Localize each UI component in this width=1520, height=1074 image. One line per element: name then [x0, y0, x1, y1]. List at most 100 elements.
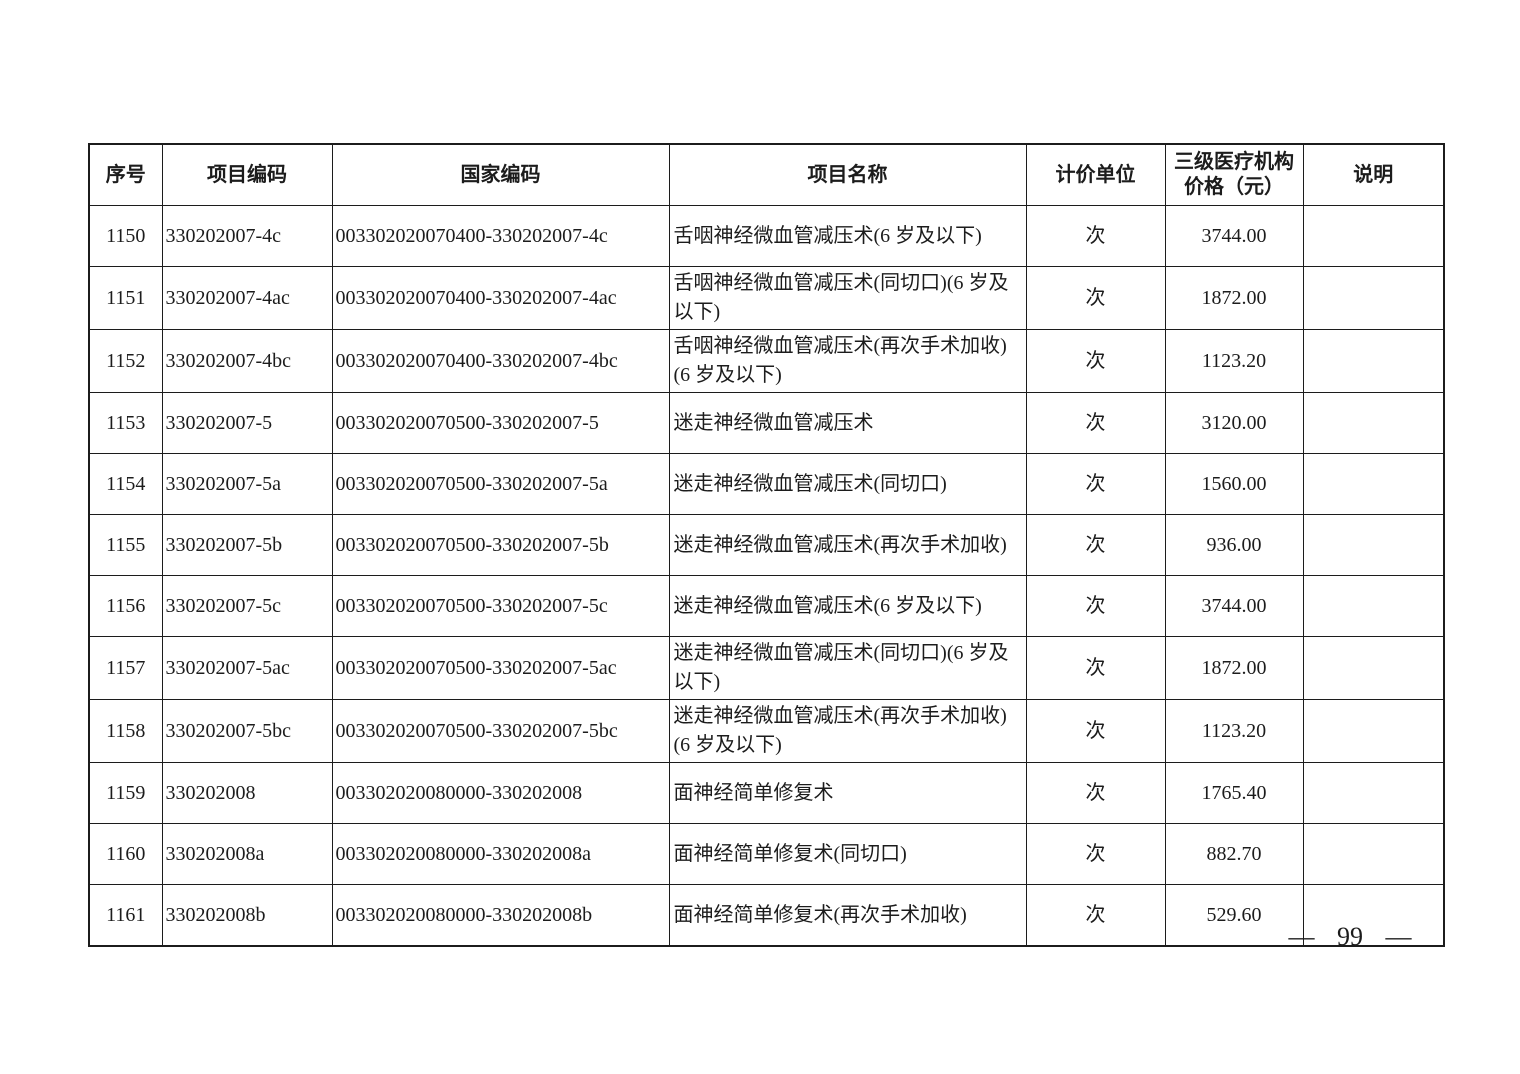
cell-seq: 1150 [88, 205, 163, 267]
table-row: 1154 330202007-5a 003302020070500-330202… [88, 453, 1445, 515]
cell-seq: 1160 [88, 823, 163, 885]
cell-unit: 次 [1025, 266, 1166, 330]
cell-national-code: 003302020070500-330202007-5a [331, 453, 670, 515]
cell-unit: 次 [1025, 329, 1166, 393]
cell-note [1302, 762, 1445, 824]
col-header-national-code: 国家编码 [331, 143, 670, 206]
cell-unit: 次 [1025, 636, 1166, 700]
col-header-unit: 计价单位 [1025, 143, 1166, 206]
cell-item-code: 330202007-5b [161, 514, 333, 576]
cell-seq: 1156 [88, 575, 163, 637]
cell-item-code: 330202007-4ac [161, 266, 333, 330]
cell-unit: 次 [1025, 699, 1166, 763]
cell-item-code: 330202008b [161, 884, 333, 947]
cell-price: 1765.40 [1164, 762, 1304, 824]
cell-note [1302, 823, 1445, 885]
cell-note [1302, 699, 1445, 763]
cell-national-code: 003302020080000-330202008b [331, 884, 670, 947]
cell-unit: 次 [1025, 205, 1166, 267]
cell-seq: 1161 [88, 884, 163, 947]
page-number: — 99 — [1288, 922, 1412, 951]
col-header-item-name: 项目名称 [668, 143, 1027, 206]
table-row: 1156 330202007-5c 003302020070500-330202… [88, 575, 1445, 637]
cell-national-code: 003302020070500-330202007-5c [331, 575, 670, 637]
cell-national-code: 003302020070400-330202007-4ac [331, 266, 670, 330]
cell-note [1302, 636, 1445, 700]
cell-unit: 次 [1025, 392, 1166, 454]
cell-item-name: 迷走神经微血管减压术(再次手术加收)(6 岁及以下) [668, 699, 1027, 763]
cell-national-code: 003302020080000-330202008 [331, 762, 670, 824]
table-row: 1151 330202007-4ac 003302020070400-33020… [88, 266, 1445, 330]
cell-item-code: 330202007-5bc [161, 699, 333, 763]
cell-price: 1123.20 [1164, 699, 1304, 763]
cell-item-name: 舌咽神经微血管减压术(6 岁及以下) [668, 205, 1027, 267]
cell-item-code: 330202008 [161, 762, 333, 824]
cell-note [1302, 266, 1445, 330]
cell-seq: 1159 [88, 762, 163, 824]
table-row: 1161 330202008b 003302020080000-33020200… [88, 884, 1445, 947]
table-row: 1153 330202007-5 003302020070500-3302020… [88, 392, 1445, 454]
cell-national-code: 003302020070400-330202007-4bc [331, 329, 670, 393]
cell-national-code: 003302020070500-330202007-5 [331, 392, 670, 454]
cell-item-name: 面神经简单修复术(再次手术加收) [668, 884, 1027, 947]
cell-item-name: 迷走神经微血管减压术(同切口)(6 岁及以下) [668, 636, 1027, 700]
cell-seq: 1158 [88, 699, 163, 763]
cell-item-code: 330202008a [161, 823, 333, 885]
cell-note [1302, 205, 1445, 267]
table-row: 1158 330202007-5bc 003302020070500-33020… [88, 699, 1445, 763]
cell-price: 936.00 [1164, 514, 1304, 576]
cell-item-name: 迷走神经微血管减压术 [668, 392, 1027, 454]
cell-note [1302, 575, 1445, 637]
table-row: 1155 330202007-5b 003302020070500-330202… [88, 514, 1445, 576]
cell-seq: 1157 [88, 636, 163, 700]
cell-price: 3744.00 [1164, 575, 1304, 637]
price-table: 序号 项目编码 国家编码 项目名称 计价单位 三级医疗机构 价格（元） 说明 1… [88, 143, 1445, 947]
cell-price: 1872.00 [1164, 636, 1304, 700]
table-header-row: 序号 项目编码 国家编码 项目名称 计价单位 三级医疗机构 价格（元） 说明 [88, 143, 1445, 206]
cell-item-name: 迷走神经微血管减压术(再次手术加收) [668, 514, 1027, 576]
cell-unit: 次 [1025, 823, 1166, 885]
cell-note [1302, 884, 1445, 947]
table-row: 1160 330202008a 003302020080000-33020200… [88, 823, 1445, 885]
cell-seq: 1151 [88, 266, 163, 330]
cell-item-code: 330202007-4c [161, 205, 333, 267]
cell-seq: 1153 [88, 392, 163, 454]
cell-item-name: 迷走神经微血管减压术(同切口) [668, 453, 1027, 515]
cell-item-name: 面神经简单修复术 [668, 762, 1027, 824]
col-header-seq: 序号 [88, 143, 163, 206]
cell-item-code: 330202007-5a [161, 453, 333, 515]
col-header-price: 三级医疗机构 价格（元） [1164, 143, 1304, 206]
cell-item-name: 舌咽神经微血管减压术(同切口)(6 岁及以下) [668, 266, 1027, 330]
cell-note [1302, 453, 1445, 515]
cell-price: 529.60 [1164, 884, 1304, 947]
cell-price: 1872.00 [1164, 266, 1304, 330]
table-row: 1157 330202007-5ac 003302020070500-33020… [88, 636, 1445, 700]
col-header-item-code: 项目编码 [161, 143, 333, 206]
col-header-note: 说明 [1302, 143, 1445, 206]
cell-note [1302, 392, 1445, 454]
cell-price: 1560.00 [1164, 453, 1304, 515]
cell-price: 3744.00 [1164, 205, 1304, 267]
cell-note [1302, 514, 1445, 576]
cell-seq: 1152 [88, 329, 163, 393]
cell-unit: 次 [1025, 884, 1166, 947]
cell-national-code: 003302020080000-330202008a [331, 823, 670, 885]
cell-seq: 1154 [88, 453, 163, 515]
cell-price: 3120.00 [1164, 392, 1304, 454]
cell-item-name: 面神经简单修复术(同切口) [668, 823, 1027, 885]
cell-item-code: 330202007-5 [161, 392, 333, 454]
cell-unit: 次 [1025, 453, 1166, 515]
cell-item-name: 迷走神经微血管减压术(6 岁及以下) [668, 575, 1027, 637]
table-row: 1159 330202008 003302020080000-330202008… [88, 762, 1445, 824]
cell-item-code: 330202007-4bc [161, 329, 333, 393]
cell-national-code: 003302020070400-330202007-4c [331, 205, 670, 267]
cell-note [1302, 329, 1445, 393]
cell-price: 882.70 [1164, 823, 1304, 885]
cell-item-code: 330202007-5c [161, 575, 333, 637]
cell-national-code: 003302020070500-330202007-5bc [331, 699, 670, 763]
cell-unit: 次 [1025, 575, 1166, 637]
table-row: 1152 330202007-4bc 003302020070400-33020… [88, 329, 1445, 393]
cell-unit: 次 [1025, 514, 1166, 576]
cell-item-name: 舌咽神经微血管减压术(再次手术加收)(6 岁及以下) [668, 329, 1027, 393]
